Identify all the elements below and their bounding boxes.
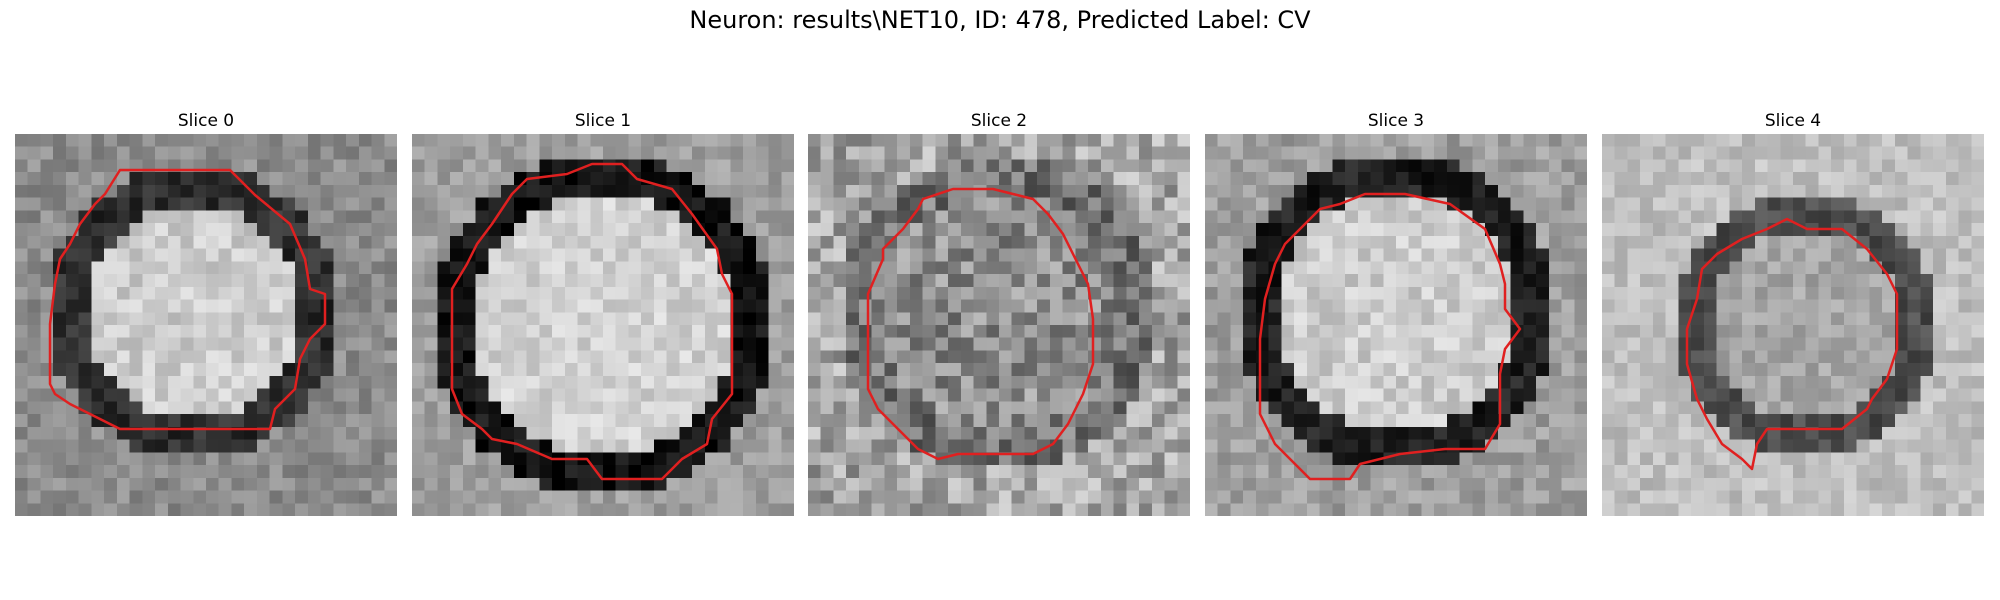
segmentation-contour (1258, 192, 1522, 481)
slice-title: Slice 2 (970, 111, 1028, 131)
slice-title: Slice 3 (1367, 111, 1425, 131)
slice-panel-4: Slice 4 (1602, 108, 1984, 516)
slice-image (1205, 134, 1587, 516)
slice-title: Slice 0 (177, 111, 235, 131)
segmentation-contour (450, 162, 734, 481)
slice-image (808, 134, 1190, 516)
slice-panel-1: Slice 1 (412, 108, 794, 516)
slice-panel-2: Slice 2 (808, 108, 1190, 516)
slice-panel-0: Slice 0 (15, 108, 397, 516)
slice-title: Slice 1 (574, 111, 632, 131)
slice-title: Slice 4 (1764, 111, 1822, 131)
segmentation-contour (866, 187, 1095, 461)
figure-title: Neuron: results\NET10, ID: 478, Predicte… (689, 6, 1311, 34)
slice-image (1602, 134, 1984, 516)
segmentation-contour (1685, 217, 1899, 471)
segmentation-contour (48, 168, 327, 431)
slice-image (412, 134, 794, 516)
slice-image (15, 134, 397, 516)
slice-panel-3: Slice 3 (1205, 108, 1587, 516)
